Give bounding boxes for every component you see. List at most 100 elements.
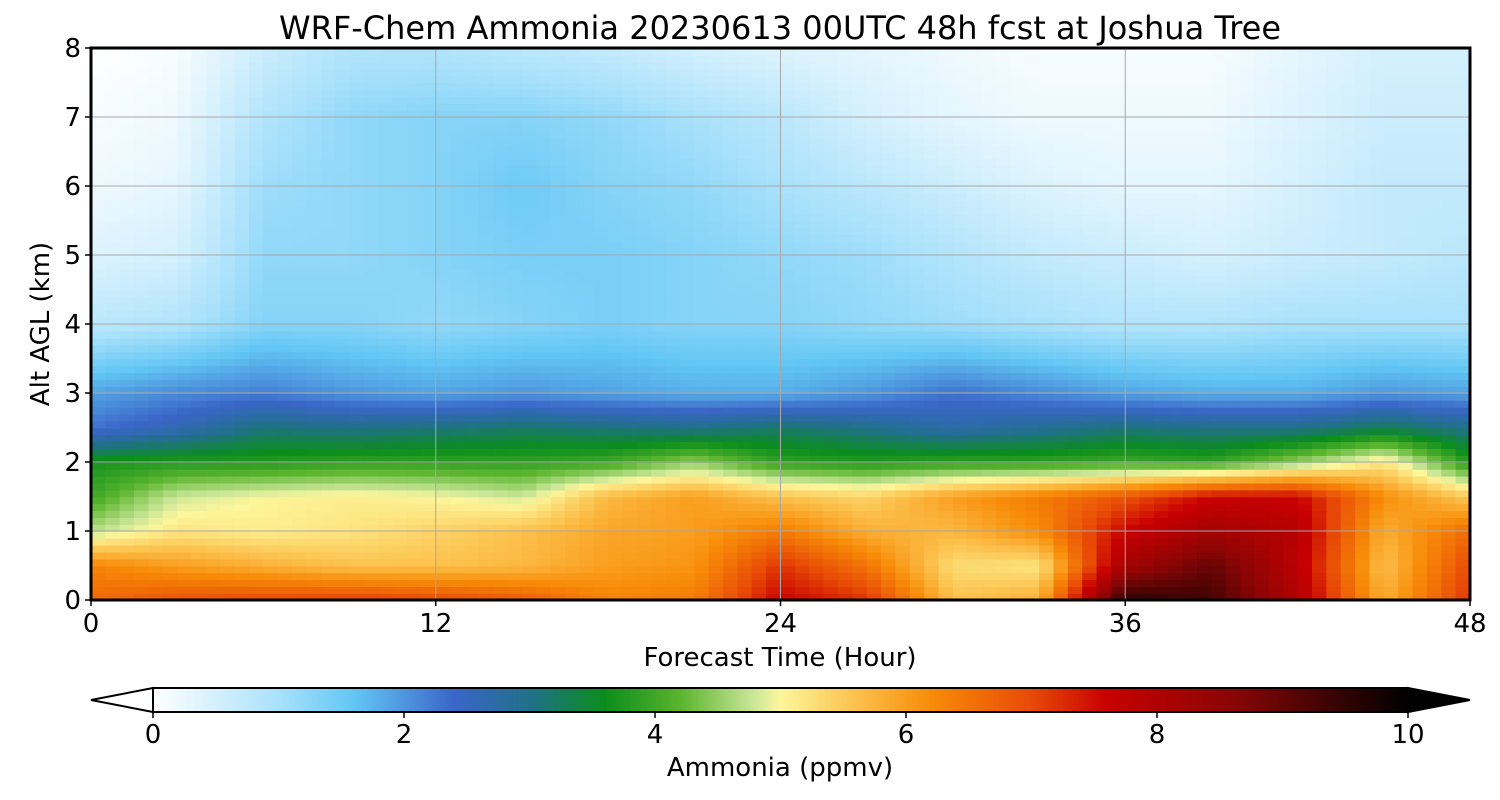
heatmap-cell <box>852 441 868 449</box>
heatmap-cell <box>464 372 480 380</box>
heatmap-cell <box>622 551 638 560</box>
heatmap-cell <box>723 413 739 422</box>
heatmap-cell <box>866 351 882 360</box>
heatmap-cell <box>1110 524 1127 532</box>
heatmap-cell <box>105 593 121 600</box>
heatmap-cell <box>1340 406 1356 415</box>
heatmap-cell <box>766 558 782 567</box>
heatmap-cell <box>478 572 494 581</box>
heatmap-cell <box>105 427 121 436</box>
heatmap-cell <box>306 593 322 600</box>
heatmap-cell <box>1197 510 1213 518</box>
heatmap-cell <box>521 551 538 560</box>
heatmap-cell <box>1311 406 1328 415</box>
heatmap-cell <box>1024 537 1040 546</box>
heatmap-cell <box>392 475 408 484</box>
heatmap-cell <box>493 489 509 498</box>
heatmap-cell <box>320 351 336 360</box>
heatmap-cell <box>263 344 279 353</box>
heatmap-cell <box>995 337 1012 346</box>
heatmap-cell <box>1311 565 1328 574</box>
heatmap-cell <box>837 413 854 422</box>
heatmap-cell <box>751 268 767 277</box>
heatmap-cell <box>435 531 451 539</box>
heatmap-cell <box>1096 558 1112 567</box>
heatmap-cell <box>967 531 983 539</box>
heatmap-cell <box>1268 524 1285 532</box>
heatmap-cell <box>378 303 394 311</box>
heatmap-cell <box>679 572 696 581</box>
heatmap-cell <box>866 489 882 498</box>
heatmap-cell <box>119 565 135 574</box>
heatmap-cell <box>493 289 509 298</box>
heatmap-cell <box>1355 510 1371 518</box>
heatmap-cell <box>378 544 394 553</box>
heatmap-cell <box>263 351 279 360</box>
heatmap-cell <box>794 544 811 553</box>
heatmap-cell <box>320 462 336 470</box>
heatmap-cell <box>909 344 925 353</box>
heatmap-cell <box>1412 517 1428 525</box>
heatmap-cell <box>665 337 681 346</box>
heatmap-cell <box>1412 261 1428 270</box>
heatmap-cell <box>708 261 724 270</box>
heatmap-cell <box>320 420 336 429</box>
heatmap-cell <box>493 358 509 367</box>
heatmap-cell <box>1240 393 1256 401</box>
heatmap-cell <box>1283 386 1299 394</box>
heatmap-cell <box>91 289 107 298</box>
heatmap-cell <box>105 324 121 332</box>
heatmap-cell <box>823 434 839 443</box>
heatmap-cell <box>924 496 940 505</box>
heatmap-cell <box>292 427 308 436</box>
heatmap-cell <box>378 489 394 498</box>
heatmap-cell <box>1197 344 1213 353</box>
heatmap-cell <box>493 462 509 470</box>
heatmap-cell <box>780 475 796 484</box>
heatmap-cell <box>723 275 739 284</box>
heatmap-cell <box>1268 537 1285 546</box>
heatmap-cell <box>277 482 293 491</box>
heatmap-cell <box>608 489 624 498</box>
heatmap-cell <box>1283 455 1299 463</box>
heatmap-cell <box>1383 399 1399 408</box>
heatmap-cell <box>1268 503 1285 512</box>
heatmap-cell <box>751 337 767 346</box>
heatmap-cell <box>1082 365 1098 374</box>
heatmap-cell <box>593 420 609 429</box>
heatmap-cell <box>493 386 509 394</box>
heatmap-cell <box>234 289 250 298</box>
heatmap-cell <box>1039 393 1055 401</box>
heatmap-cell <box>1053 496 1069 505</box>
heatmap-cell <box>292 317 308 325</box>
heatmap-cell <box>1024 365 1040 374</box>
heatmap-cell <box>579 393 595 401</box>
heatmap-cell <box>421 337 437 346</box>
heatmap-cell <box>679 462 696 470</box>
heatmap-cell <box>837 296 854 305</box>
heatmap-cell <box>205 337 222 346</box>
heatmap-cell <box>392 586 408 594</box>
heatmap-cell <box>507 510 523 518</box>
heatmap-cell <box>737 586 753 594</box>
heatmap-cell <box>134 531 150 539</box>
heatmap-cell <box>1311 586 1328 594</box>
heatmap-cell <box>536 344 552 353</box>
heatmap-cell <box>521 544 538 553</box>
heatmap-cell <box>1125 434 1141 443</box>
heatmap-cell <box>1340 427 1356 436</box>
heatmap-cell <box>1110 261 1127 270</box>
heatmap-cell <box>435 303 451 311</box>
heatmap-cell <box>1311 420 1328 429</box>
heatmap-cell <box>1110 248 1127 256</box>
heatmap-cell <box>679 358 696 367</box>
heatmap-cell <box>909 544 925 553</box>
heatmap-cell <box>1297 475 1313 484</box>
heatmap-cell <box>521 517 538 525</box>
heatmap-cell <box>981 551 997 560</box>
heatmap-cell <box>1240 565 1256 574</box>
heatmap-cell <box>780 261 796 270</box>
heatmap-cell <box>1039 427 1055 436</box>
heatmap-cell <box>1139 455 1155 463</box>
heatmap-cell <box>1297 386 1313 394</box>
